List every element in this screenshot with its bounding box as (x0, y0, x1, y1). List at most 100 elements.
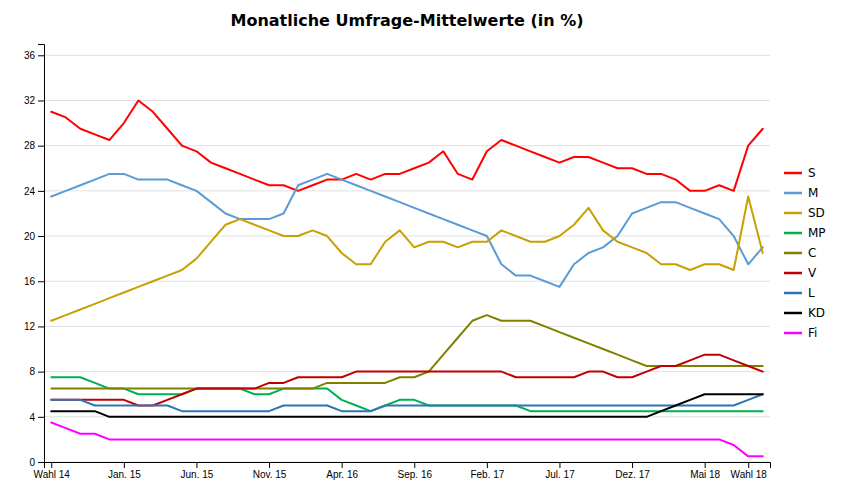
y-tick: 24 (24, 186, 44, 197)
x-tick-label: Sep. 16 (398, 469, 433, 480)
title: Monatliche Umfrage-Mittelwerte (in %) (230, 11, 583, 30)
x-tick: Wahl 14 (34, 462, 71, 480)
legend-item: KD (784, 306, 825, 320)
x-tick: Nov. 15 (253, 462, 287, 480)
y-tick: 32 (24, 95, 44, 106)
x-tick-mark (51, 462, 52, 468)
x-tick: Mai 18 (690, 462, 720, 480)
x-tick-label: Dez. 17 (615, 469, 650, 480)
series-line (51, 377, 762, 411)
y-tick: 8 (29, 366, 44, 377)
x-tick-label: Wahl 14 (34, 469, 71, 480)
x-tick: Feb. 17 (470, 462, 504, 480)
plot: 0 4 8 12 16 20 24 28 32 36 Wahl 14 Jan. 15 Jun. 15 No… (24, 45, 771, 481)
y-tick: 20 (24, 231, 44, 242)
y-axis-line (38, 45, 45, 463)
legend-label: Fi (808, 326, 817, 340)
y-tick-label: 8 (29, 366, 35, 377)
x-tick-label: Nov. 15 (253, 469, 287, 480)
series-line (51, 355, 762, 406)
y-tick-label: 20 (24, 231, 36, 242)
legend-label: S (808, 166, 816, 180)
y-axis: 0 4 8 12 16 20 24 28 32 36 (24, 45, 45, 468)
legend-swatch (784, 272, 802, 275)
y-tick-mark (38, 146, 44, 147)
x-tick-mark (124, 462, 125, 468)
grid-line (44, 55, 770, 56)
series-line (51, 394, 762, 411)
y-tick: 28 (24, 140, 44, 151)
y-tick: 4 (29, 412, 44, 423)
y-tick-mark (38, 236, 44, 237)
legend-swatch (784, 232, 802, 235)
legend-item: SD (784, 206, 825, 220)
x-axis: Wahl 14 Jan. 15 Jun. 15 Nov. 15 Apr. 16 Sep. … (34, 462, 771, 480)
x-tick: Wahl 18 (731, 462, 768, 480)
grid-line (44, 145, 770, 146)
chart: 0 4 8 12 16 20 24 28 32 36 Wahl 14 Jan. 15 Jun. 15 No… (0, 0, 850, 494)
legend-label: C (808, 246, 816, 260)
y-tick-label: 16 (24, 276, 36, 287)
x-tick-label: Jul. 17 (545, 469, 575, 480)
y-tick-mark (38, 326, 44, 327)
x-tick: Dez. 17 (615, 462, 650, 480)
y-tick-label: 36 (24, 50, 36, 61)
x-tick-mark (559, 462, 560, 468)
legend-label: MP (808, 226, 826, 240)
x-tick: Sep. 16 (398, 462, 433, 480)
grid-line (44, 326, 770, 327)
legend-item: S (784, 166, 816, 180)
y-tick-label: 28 (24, 140, 36, 151)
y-tick-mark (38, 372, 44, 373)
y-tick-label: 4 (29, 412, 35, 423)
x-tick-mark (342, 462, 343, 468)
y-tick-mark (38, 281, 44, 282)
legend-label: KD (808, 306, 825, 320)
legend-swatch (784, 252, 802, 255)
y-tick: 16 (24, 276, 44, 287)
series-line (51, 100, 762, 190)
x-tick: Apr. 16 (326, 462, 358, 480)
x-tick-mark (632, 462, 633, 468)
y-tick: 36 (24, 50, 44, 61)
legend-swatch (784, 212, 802, 215)
legend-item: C (784, 246, 816, 260)
x-tick-label: Wahl 18 (731, 469, 768, 480)
x-tick-label: Jun. 15 (181, 469, 214, 480)
legend-label: SD (808, 206, 825, 220)
y-tick-label: 12 (24, 321, 36, 332)
lines (51, 100, 762, 456)
series-line (51, 174, 762, 287)
y-tick-mark (38, 100, 44, 101)
grid (44, 55, 770, 462)
legend-swatch (784, 192, 802, 195)
legend-label: L (808, 286, 815, 300)
y-tick-mark (38, 55, 44, 56)
legend-swatch (784, 172, 802, 175)
legend-swatch (784, 292, 802, 295)
x-tick-mark (748, 462, 749, 468)
legend: SM SD MP CVL KD Fi (784, 166, 826, 340)
x-tick-mark (196, 462, 197, 468)
x-axis-line (45, 463, 771, 469)
legend-label: M (808, 186, 818, 200)
y-tick-label: 0 (29, 457, 35, 468)
legend-item: M (784, 186, 818, 200)
x-tick-label: Jan. 15 (108, 469, 141, 480)
grid-line (44, 100, 770, 101)
y-tick: 12 (24, 321, 44, 332)
y-tick: 0 (29, 457, 44, 468)
legend-label: V (808, 266, 817, 280)
y-tick-mark (38, 462, 44, 463)
legend-item: L (784, 286, 815, 300)
legend-swatch (784, 332, 802, 335)
y-tick-mark (38, 417, 44, 418)
y-tick-mark (38, 191, 44, 192)
x-tick-mark (269, 462, 270, 468)
series-line (51, 315, 762, 388)
x-tick-mark (487, 462, 488, 468)
legend-item: MP (784, 226, 826, 240)
grid-line (44, 190, 770, 191)
legend-swatch (784, 312, 802, 315)
series-line (51, 422, 762, 456)
